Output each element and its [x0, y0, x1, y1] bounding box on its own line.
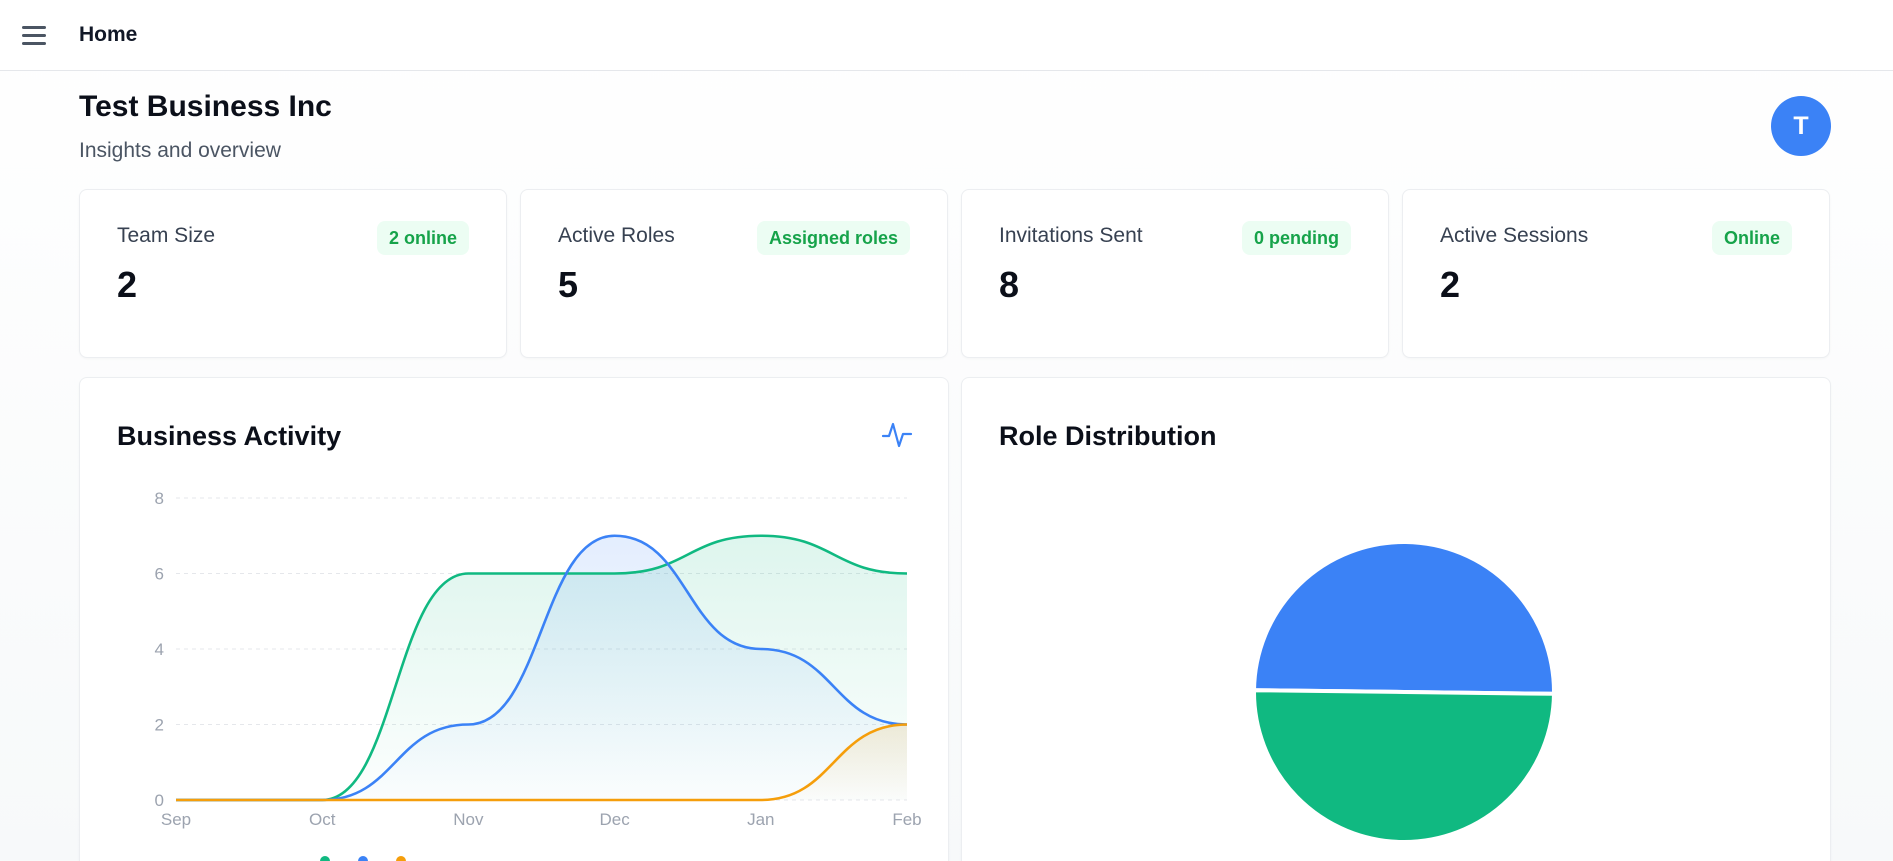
business-activity-card: 0 2 4 6 8 Sep Oct Nov Dec Jan Feb Business Activit… — [79, 377, 949, 861]
pie-slice[interactable] — [1251, 540, 1556, 696]
stat-label: Active Sessions — [1440, 224, 1589, 247]
stat-value: 8 — [999, 264, 1020, 305]
status-badge: Assigned roles — [756, 221, 910, 255]
topbar-title: Home — [79, 23, 138, 46]
business-activity-chart: 0 2 4 6 8 Sep Oct Nov Dec Jan Feb — [155, 489, 922, 829]
x-tick-label: Oct — [309, 810, 336, 829]
legend-dot — [396, 856, 406, 861]
top-bar: Home — [0, 0, 1893, 71]
legend-item[interactable] — [396, 856, 406, 861]
chart-title: Business Activity — [117, 421, 342, 451]
avatar[interactable]: T — [1771, 96, 1831, 156]
y-tick-label: 4 — [155, 640, 164, 659]
stat-card-invitations-sent: Invitations Sent 8 0 pending — [961, 189, 1389, 358]
series-area — [176, 535, 907, 800]
series-area — [176, 724, 907, 800]
stat-card-active-sessions: Active Sessions 2 Online — [1402, 189, 1830, 358]
status-badge: 2 online — [376, 221, 469, 255]
pie-slice[interactable] — [1252, 688, 1557, 844]
stat-label: Active Roles — [558, 224, 675, 247]
series-line[interactable] — [175, 723, 908, 802]
chart-title: Role Distribution — [999, 421, 1217, 451]
stat-value: 5 — [558, 264, 579, 305]
status-badge: Online — [1711, 221, 1792, 255]
x-tick-label: Jan — [747, 810, 774, 829]
x-tick-label: Sep — [161, 810, 191, 829]
y-tick-label: 0 — [155, 791, 164, 810]
page-title: Test Business Inc — [79, 90, 332, 123]
y-tick-label: 8 — [155, 489, 164, 508]
role-distribution-chart — [1251, 540, 1557, 844]
stat-card-active-roles: Active Roles 5 Assigned roles — [520, 189, 948, 358]
page-subtitle: Insights and overview — [79, 139, 281, 162]
y-tick-label: 2 — [155, 716, 164, 735]
stat-value: 2 — [117, 264, 138, 305]
status-badge: 0 pending — [1242, 221, 1351, 255]
x-tick-label: Feb — [892, 810, 921, 829]
activity-icon — [881, 422, 913, 448]
legend-dot — [320, 856, 330, 861]
legend-item[interactable] — [320, 856, 330, 861]
x-tick-label: Nov — [453, 810, 484, 829]
legend-item[interactable] — [358, 856, 368, 861]
y-tick-label: 6 — [155, 565, 164, 584]
legend-dot — [358, 856, 368, 861]
stat-label: Invitations Sent — [999, 224, 1143, 247]
hamburger-menu-icon[interactable] — [22, 24, 46, 46]
stat-label: Team Size — [117, 224, 216, 247]
x-tick-label: Dec — [599, 810, 630, 829]
stat-card-team-size: Team Size 2 2 online — [79, 189, 507, 358]
stat-value: 2 — [1440, 264, 1461, 305]
chart-legend — [320, 856, 406, 861]
role-distribution-card: Role Distribution — [961, 377, 1831, 861]
